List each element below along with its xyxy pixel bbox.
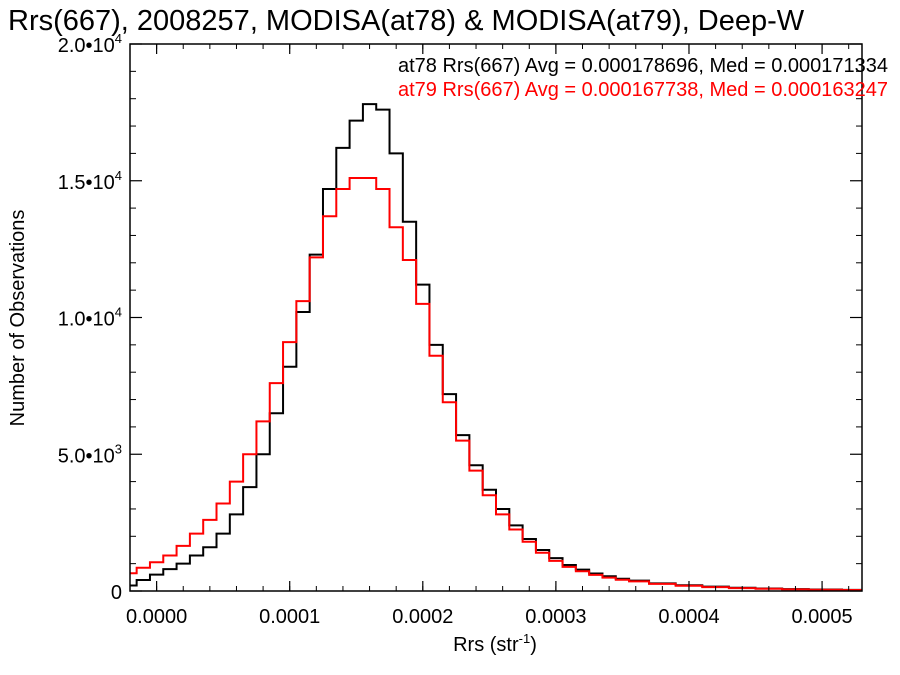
plot-area — [130, 103, 862, 592]
y-tick-label: 0 — [111, 582, 122, 604]
y-tick-exponent: 4 — [115, 305, 122, 320]
axis-ticks: 0.0000 0.0001 0.0002 0.0003 0.0004 0.0005 0 5.0… — [58, 31, 862, 628]
x-axis-label-sup: -1 — [519, 631, 531, 646]
y-tick-exponent: 3 — [115, 441, 122, 456]
x-tick-label: 0.0003 — [525, 606, 586, 628]
y-tick-mantissa: 1.0•10 — [58, 309, 115, 331]
annotation-at79: at79 Rrs(667) Avg = 0.000167738, Med = 0… — [398, 79, 888, 101]
x-axis-label-close: ) — [530, 634, 537, 656]
y-tick-label: 2.0•104 — [58, 31, 122, 57]
x-axis-label: Rrs (str-1) — [453, 631, 537, 656]
y-tick-exponent: 4 — [115, 31, 122, 46]
x-tick-label: 0.0000 — [126, 606, 187, 628]
y-tick-label: 1.0•104 — [58, 305, 122, 331]
y-tick-label: 5.0•103 — [58, 441, 122, 467]
chart-title: Rrs(667), 2008257, MODISA(at78) & MODISA… — [8, 5, 805, 37]
y-axis-label: Number of Observations — [7, 210, 29, 427]
series-line-0 — [130, 103, 862, 591]
annotation-at78: at78 Rrs(667) Avg = 0.000178696, Med = 0… — [398, 55, 888, 77]
y-tick-label: 1.5•104 — [58, 168, 122, 194]
y-tick-mantissa: 5.0•10 — [58, 445, 115, 467]
x-tick-label: 0.0004 — [658, 606, 719, 628]
x-tick-label: 0.0002 — [392, 606, 453, 628]
x-axis-label-main: Rrs (str — [453, 634, 519, 656]
y-tick-mantissa: 0 — [111, 582, 122, 604]
y-tick-exponent: 4 — [115, 168, 122, 183]
series-line-1 — [130, 177, 862, 592]
y-tick-mantissa: 1.5•10 — [58, 172, 115, 194]
x-tick-label: 0.0005 — [791, 606, 852, 628]
y-tick-mantissa: 2.0•10 — [58, 35, 115, 57]
x-tick-label: 0.0001 — [259, 606, 320, 628]
